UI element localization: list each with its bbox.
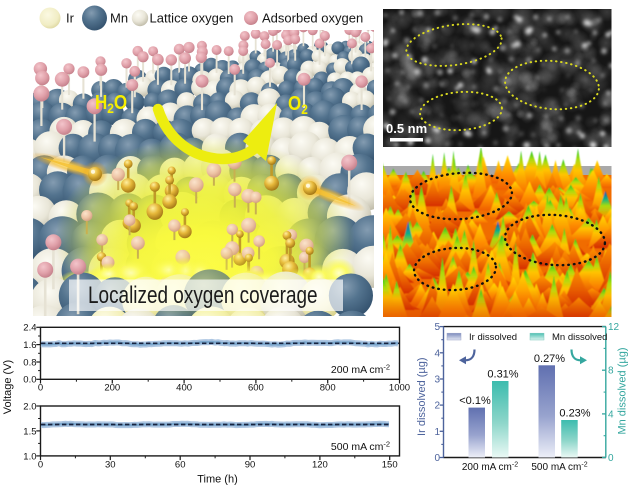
- svg-text:0: 0: [38, 460, 43, 471]
- svg-text:Time (h): Time (h): [197, 474, 238, 486]
- svg-text:0: 0: [608, 453, 614, 464]
- svg-text:800: 800: [320, 383, 336, 394]
- svg-text:500 mA cm-2: 500 mA cm-2: [531, 462, 587, 474]
- svg-text:<0.1%: <0.1%: [459, 395, 491, 407]
- svg-text:Mn dissolved: Mn dissolved: [552, 332, 607, 343]
- svg-text:Adsorbed oxygen: Adsorbed oxygen: [262, 11, 363, 26]
- svg-text:1.6: 1.6: [23, 340, 36, 351]
- svg-text:2.4: 2.4: [23, 323, 36, 334]
- svg-text:0.0: 0.0: [23, 375, 36, 386]
- svg-text:600: 600: [248, 383, 264, 394]
- svg-text:0.8: 0.8: [23, 357, 36, 368]
- svg-text:400: 400: [176, 383, 192, 394]
- svg-text:30: 30: [105, 460, 116, 471]
- svg-text:Localized oxygen coverage: Localized oxygen coverage: [88, 281, 318, 309]
- svg-text:5: 5: [434, 322, 440, 333]
- svg-text:150: 150: [382, 460, 398, 471]
- svg-text:4: 4: [608, 409, 614, 420]
- svg-text:Ir: Ir: [66, 11, 75, 26]
- svg-text:1: 1: [434, 427, 440, 438]
- svg-text:1.0: 1.0: [23, 451, 36, 462]
- svg-text:120: 120: [312, 460, 328, 471]
- svg-text:3: 3: [434, 375, 440, 386]
- svg-text:60: 60: [175, 460, 186, 471]
- svg-text:Ir dissolved: Ir dissolved: [469, 332, 517, 343]
- svg-text:2: 2: [434, 401, 440, 412]
- svg-text:0.23%: 0.23%: [559, 408, 590, 420]
- svg-text:4: 4: [434, 348, 440, 359]
- svg-text:1000: 1000: [389, 383, 410, 394]
- svg-text:Lattice oxygen: Lattice oxygen: [150, 11, 234, 26]
- svg-text:0.5 nm: 0.5 nm: [386, 121, 427, 136]
- svg-text:Voltage (V): Voltage (V): [2, 360, 14, 414]
- svg-text:Mn dissolved (µg): Mn dissolved (µg): [617, 347, 629, 434]
- svg-text:200 mA cm-2: 200 mA cm-2: [331, 363, 390, 377]
- svg-text:90: 90: [245, 460, 256, 471]
- svg-text:0.27%: 0.27%: [534, 353, 565, 365]
- svg-text:8: 8: [608, 366, 614, 377]
- svg-text:2.0: 2.0: [23, 401, 36, 412]
- svg-text:Mn: Mn: [110, 11, 128, 26]
- svg-text:0.31%: 0.31%: [487, 369, 518, 381]
- svg-text:12: 12: [608, 322, 620, 333]
- svg-text:0: 0: [38, 383, 43, 394]
- svg-text:Ir dissolved (µg): Ir dissolved (µg): [416, 357, 428, 435]
- svg-text:200 mA cm-2: 200 mA cm-2: [462, 462, 518, 474]
- svg-text:200: 200: [104, 383, 120, 394]
- svg-text:500 mA cm-2: 500 mA cm-2: [331, 440, 390, 454]
- svg-text:0: 0: [434, 453, 440, 464]
- svg-text:1.5: 1.5: [23, 426, 36, 437]
